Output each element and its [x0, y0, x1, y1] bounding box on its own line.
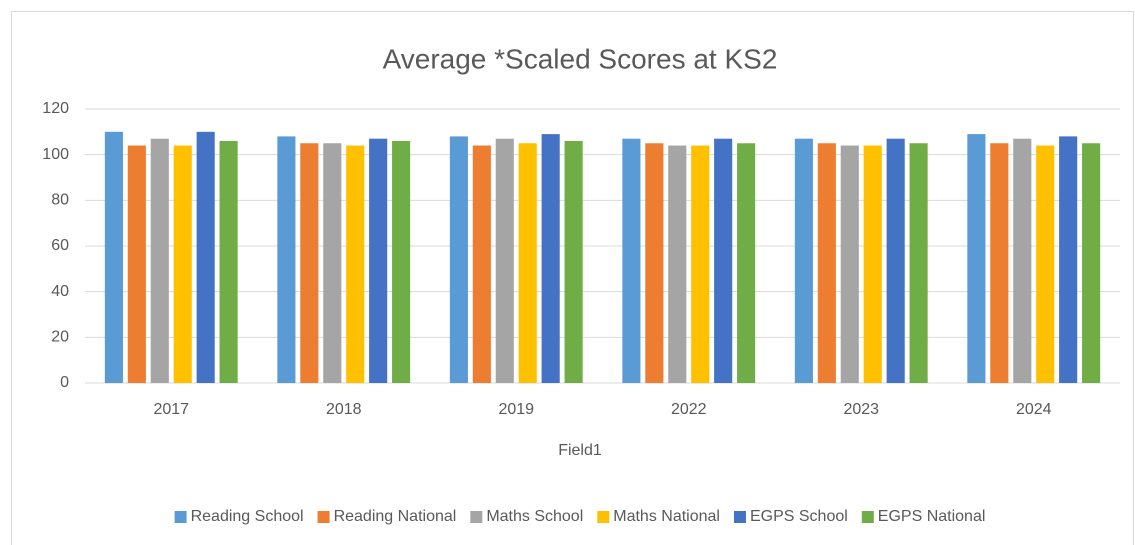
bar: [323, 143, 342, 383]
legend-swatch: [317, 511, 330, 523]
y-tick-label: 0: [60, 374, 69, 391]
bar: [622, 138, 641, 383]
bar: [472, 145, 491, 383]
x-tick-label: 2022: [671, 401, 707, 418]
legend-swatch: [597, 511, 610, 523]
legend-label: Reading National: [334, 508, 457, 525]
bar: [886, 138, 905, 383]
bar: [909, 143, 928, 383]
x-tick-label: 2023: [843, 401, 879, 418]
bar: [518, 143, 537, 383]
chart-border: [11, 11, 1134, 545]
legend-label: Maths School: [486, 508, 583, 525]
bar: [173, 145, 192, 383]
bar: [967, 134, 986, 383]
bar: [645, 143, 664, 383]
legend-label: Maths National: [613, 508, 720, 525]
bar: [300, 143, 319, 383]
bar: [840, 145, 859, 383]
x-axis-title: Field1: [558, 442, 602, 459]
legend-swatch: [470, 511, 483, 523]
bar: [863, 145, 882, 383]
bar: [369, 138, 388, 383]
bar: [127, 145, 146, 383]
legend-label: EGPS School: [750, 508, 848, 525]
legend-label: Reading School: [191, 508, 304, 525]
y-tick-label: 120: [42, 100, 69, 117]
bar: [1013, 138, 1032, 383]
x-tick-label: 2017: [153, 401, 189, 418]
bar: [495, 138, 514, 383]
bar: [150, 138, 169, 383]
bar: [346, 145, 365, 383]
bar: [794, 138, 813, 383]
bar: [990, 143, 1009, 383]
bar: [392, 140, 411, 383]
bar: [449, 136, 468, 383]
y-tick-label: 20: [51, 329, 69, 346]
bar: [714, 138, 733, 383]
bar: [541, 134, 560, 383]
y-tick-label: 60: [51, 237, 69, 254]
legend-swatch: [861, 511, 874, 523]
bar: [737, 143, 756, 383]
bar: [564, 140, 583, 383]
x-tick-label: 2024: [1016, 401, 1052, 418]
bar: [104, 131, 123, 383]
legend-swatch: [174, 511, 187, 523]
bar: [668, 145, 687, 383]
y-tick-label: 80: [51, 192, 69, 209]
bar: [1082, 143, 1101, 383]
chart-title: Average *Scaled Scores at KS2: [383, 43, 778, 74]
bar: [277, 136, 296, 383]
x-tick-label: 2018: [326, 401, 362, 418]
bar: [817, 143, 836, 383]
bar: [691, 145, 710, 383]
bar: [1036, 145, 1055, 383]
legend-label: EGPS National: [878, 508, 986, 525]
bar: [1059, 136, 1078, 383]
bar: [196, 131, 215, 383]
bar: [219, 140, 238, 383]
x-tick-label: 2019: [498, 401, 534, 418]
legend-swatch: [733, 511, 746, 523]
y-tick-label: 40: [51, 283, 69, 300]
y-tick-label: 100: [42, 146, 69, 163]
